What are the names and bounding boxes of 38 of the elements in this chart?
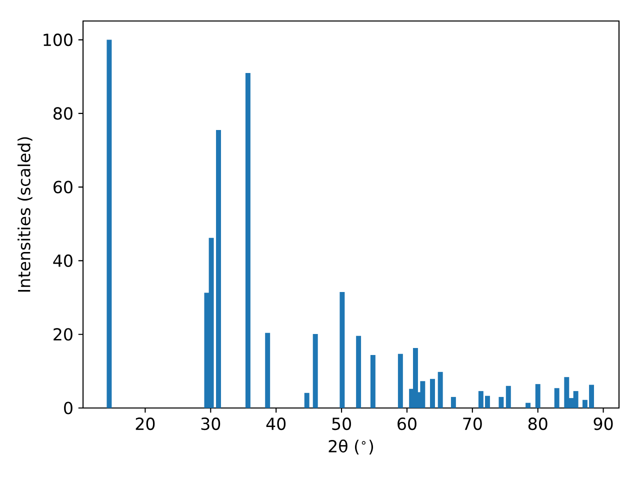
y-axis-title: Intensities (scaled) — [18, 137, 32, 292]
x-tick-label: 30 — [201, 418, 220, 430]
bar — [398, 354, 403, 408]
bar — [340, 292, 345, 408]
y-tick-label: 100 — [44, 34, 72, 46]
x-tick-label: 40 — [266, 418, 286, 430]
bar — [265, 332, 270, 408]
bar — [216, 130, 221, 408]
x-tick-label: 20 — [136, 418, 155, 430]
bar — [370, 354, 376, 408]
bar — [526, 402, 531, 408]
y-tick-label: 80 — [54, 107, 72, 120]
x-tick-label: 60 — [398, 418, 416, 430]
x-tick-label: 50 — [332, 418, 351, 430]
bar — [498, 396, 504, 408]
bar — [564, 377, 570, 408]
x-tick-label: 80 — [528, 418, 548, 430]
bar — [450, 396, 456, 408]
bar — [438, 372, 443, 408]
bar — [304, 392, 310, 408]
bar — [506, 386, 511, 408]
bar — [356, 336, 362, 408]
bar — [420, 381, 426, 408]
y-tick-label: 20 — [54, 328, 72, 341]
bar — [312, 334, 318, 408]
bar — [245, 72, 250, 408]
bar — [412, 348, 418, 408]
y-tick-label: 40 — [53, 254, 72, 267]
bar — [106, 40, 112, 408]
y-tick-label: 60 — [54, 180, 72, 194]
x-tick-label: 90 — [594, 418, 613, 430]
y-tick-label: 0 — [64, 402, 72, 414]
bar — [535, 384, 540, 408]
x-tick-label: 70 — [463, 418, 482, 430]
bar — [554, 388, 560, 408]
x-axis-title: 2θ ($^{∘}$) — [328, 440, 374, 454]
bar — [573, 391, 578, 408]
bar — [430, 378, 435, 408]
